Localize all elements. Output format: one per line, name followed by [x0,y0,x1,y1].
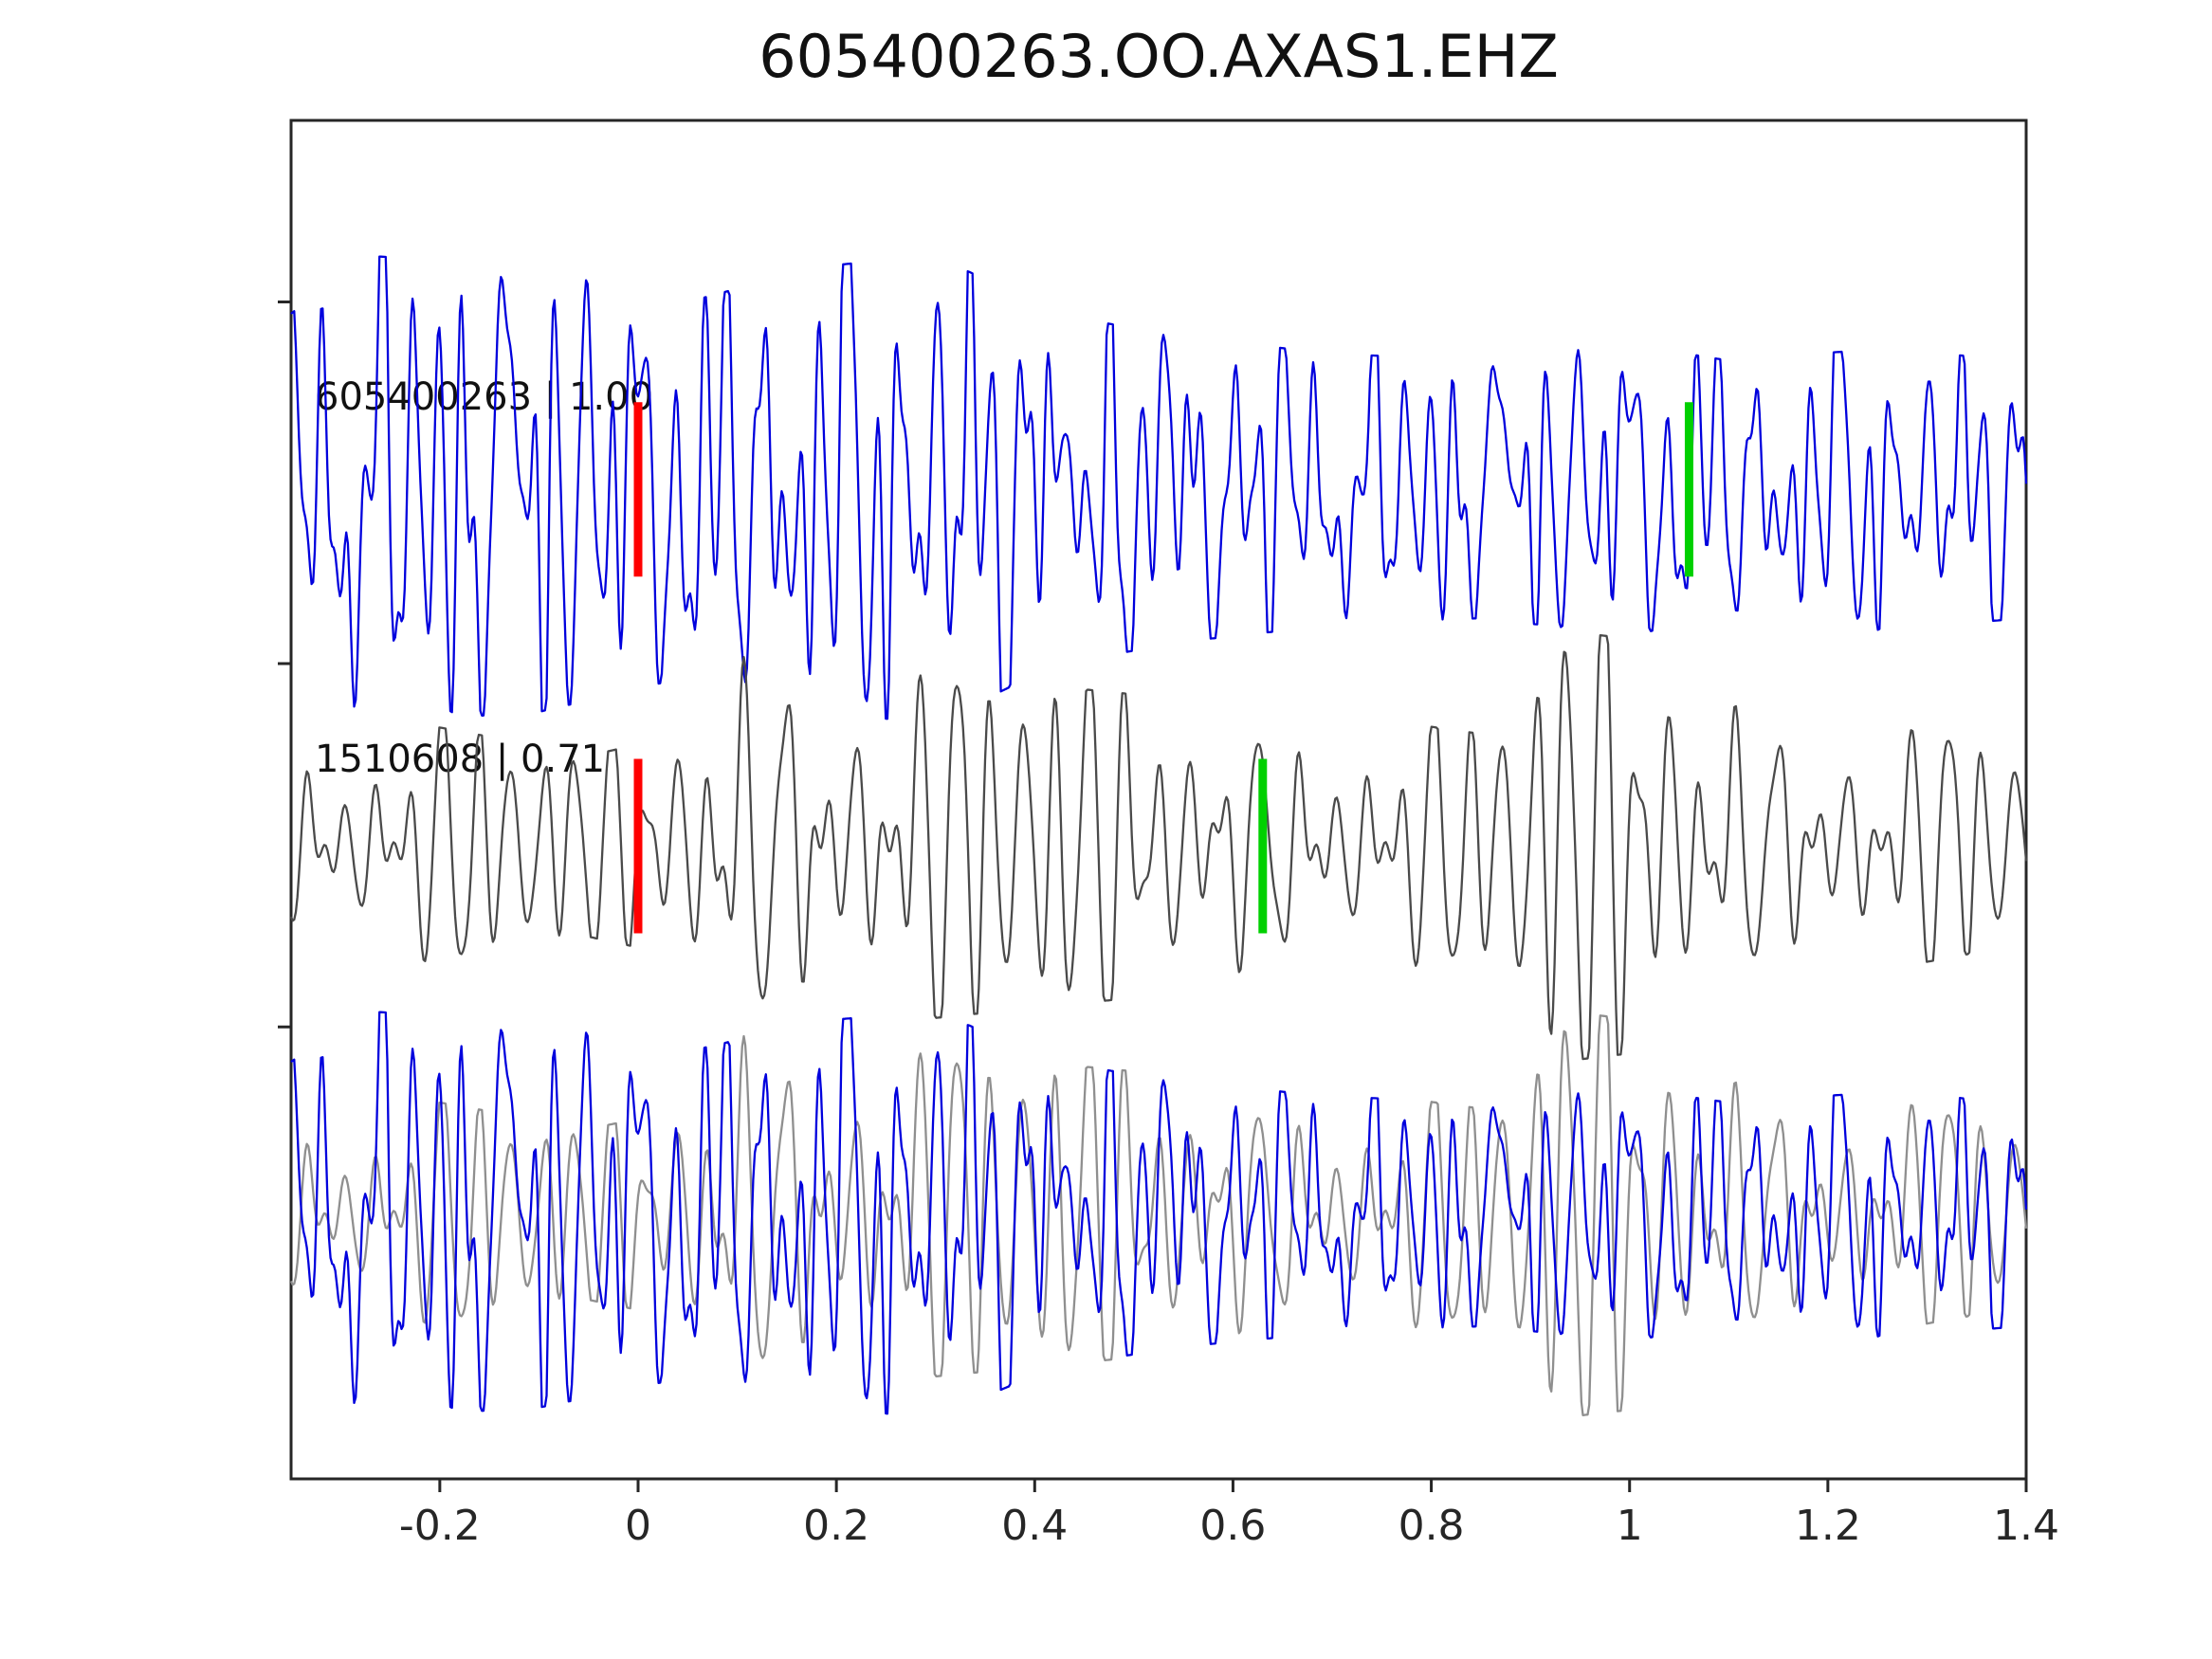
waveform-overlay-605400263 [290,1011,2028,1415]
x-tick-label: 1 [1617,1502,1643,1550]
waveform-605400263 [290,255,2028,720]
waveform-1510608 [289,633,2028,1061]
trace-label-template-correlation: 605400263 | 1.00 [315,375,654,419]
chart-title: 605400263.OO.AXAS1.EHZ [759,22,1559,91]
x-tick-label: 1.4 [1993,1502,2059,1550]
x-tick-label: 1.2 [1795,1502,1861,1550]
x-tick-label: 0.2 [803,1502,869,1550]
trace-label-candidate-correlation: 1510608 | 0.71 [315,738,606,781]
x-tick-label: -0.2 [399,1502,481,1550]
x-tick-label: 0.8 [1398,1502,1465,1550]
x-tick-label: 0.6 [1199,1502,1266,1550]
axes-frame [289,118,2028,1481]
x-tick-label: 0.4 [1001,1502,1068,1550]
x-tick-label: 0 [625,1502,651,1550]
